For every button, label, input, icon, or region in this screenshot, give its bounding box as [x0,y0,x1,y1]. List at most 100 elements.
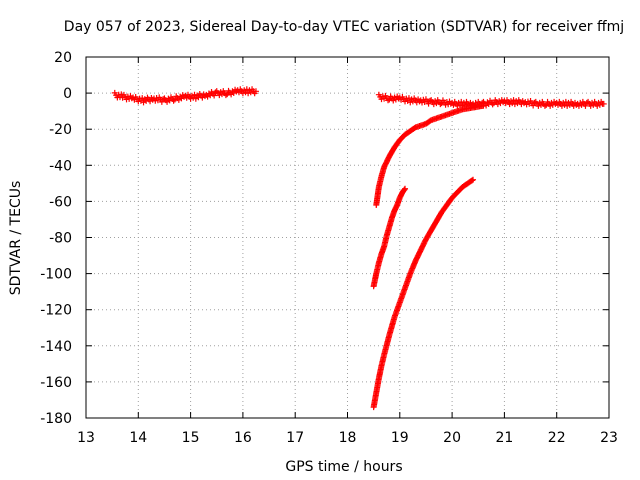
data-point [500,99,507,106]
data-point [521,100,528,107]
y-tick-label: -60 [49,194,72,210]
x-tick-label: 18 [339,430,357,446]
data-point [535,102,542,109]
data-point [480,102,487,109]
data-series [375,91,607,109]
data-point [530,102,537,109]
axis-ticks: 13 14 15 16 17 18 19 20 21 22 23 -180 -160 -140 -120 -1… [40,50,618,446]
data-point [531,99,538,106]
y-axis-title: SDTVAR / TECUs [8,181,24,296]
data-point [183,94,190,101]
data-series [370,176,477,411]
data-point [564,102,571,109]
data-point [212,89,219,96]
x-tick-label: 17 [286,430,304,446]
data-point [222,92,229,99]
data-point [405,95,412,102]
data-point [160,96,167,103]
data-point [562,98,569,105]
data-series [370,185,409,290]
data-point [575,102,582,109]
data-points [111,86,607,411]
x-tick-label: 13 [77,430,95,446]
data-series [111,86,259,106]
data-point [468,177,475,184]
data-point [549,101,556,108]
data-point [416,98,423,105]
data-point [578,101,585,108]
data-point [402,185,409,192]
data-point [600,100,607,107]
data-point [245,90,252,97]
data-point [543,101,550,108]
data-point [511,101,518,108]
data-point [541,102,548,109]
data-point [235,89,242,96]
data-point [181,93,188,100]
x-tick-label: 21 [495,430,513,446]
data-point [191,91,198,98]
data-point [211,92,218,99]
data-point [497,100,504,107]
y-tick-label: -100 [40,267,72,283]
data-point [187,95,194,102]
data-point [514,100,521,107]
y-tick-label: -160 [40,375,72,391]
data-point [454,102,461,109]
data-point [239,90,246,97]
data-point [425,100,432,107]
data-point [242,89,249,96]
data-point [252,88,259,95]
data-point [116,94,123,101]
data-point [518,101,525,108]
data-point [139,95,146,102]
data-point [190,94,197,101]
data-point [494,101,501,108]
data-point [570,102,577,109]
data-point [490,100,497,107]
grid-lines [86,57,609,418]
data-point [170,97,177,104]
data-point [547,102,554,109]
x-tick-label: 14 [129,430,147,446]
data-point [583,99,590,106]
x-tick-label: 19 [391,430,409,446]
x-tick-label: 20 [443,430,461,446]
data-point [233,88,240,95]
x-tick-label: 15 [182,430,200,446]
data-point [158,98,165,105]
data-point [218,91,225,98]
x-axis-title: GPS time / hours [285,459,402,475]
data-point [561,101,568,108]
data-point [596,101,603,108]
data-point [447,100,454,107]
y-tick-label: 20 [54,50,72,66]
data-point [401,186,408,193]
plot-frame [85,56,610,419]
data-point [582,102,589,109]
data-point [566,101,573,108]
x-tick-label: 22 [548,430,566,446]
data-point [437,101,444,108]
data-point [395,95,402,102]
data-point [430,101,437,108]
y-tick-label: -120 [40,303,72,319]
data-point [552,100,559,107]
x-tick-label: 16 [234,430,252,446]
data-point [433,100,440,107]
data-point [456,101,463,108]
data-point [385,97,392,104]
chart-title: Day 057 of 2023, Sidereal Day-to-day VTE… [64,19,624,35]
x-tick-label: 23 [600,430,618,446]
data-point [392,96,399,103]
data-point [243,86,250,93]
data-series [373,102,487,209]
data-point [407,99,414,106]
data-point [573,101,580,108]
y-tick-label: -80 [49,231,72,247]
y-tick-label: 0 [63,86,72,102]
data-point [390,97,397,104]
data-point [538,101,545,108]
data-point [216,92,223,99]
